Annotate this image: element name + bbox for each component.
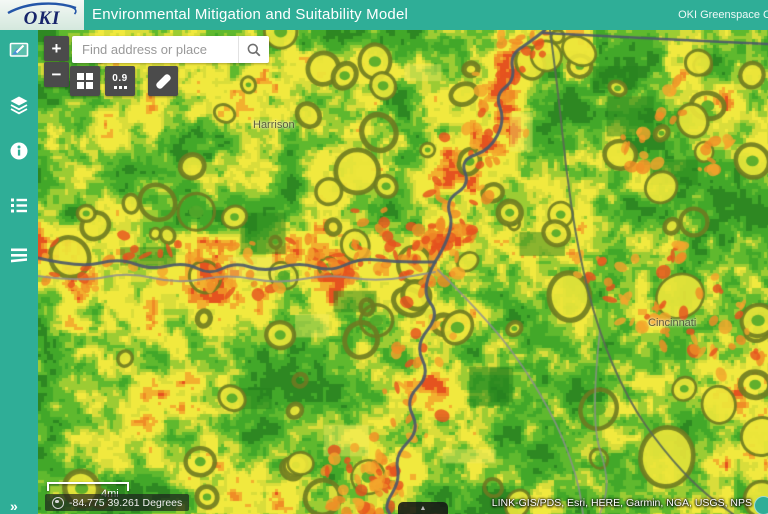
zoom-in-button[interactable]: + [44, 36, 69, 61]
page-title: Environmental Mitigation and Suitability… [92, 6, 409, 23]
ruler-icon [154, 72, 172, 90]
app-header: OKI Environmental Mitigation and Suitabi… [0, 0, 768, 30]
layers-widget-button[interactable] [0, 86, 38, 124]
basemap-gallery-button[interactable] [70, 66, 100, 96]
search-box [72, 36, 269, 63]
attribute-table-toggle[interactable]: ▲ [398, 502, 448, 514]
search-button[interactable] [238, 36, 269, 63]
caret-up-icon: ▲ [419, 504, 427, 512]
oki-logo[interactable]: OKI [0, 0, 84, 30]
sidebar-expand-button[interactable]: » [10, 498, 18, 514]
map-container[interactable]: Harrison Cincinnati + − 0.9 4mi [38, 30, 768, 514]
oki-logo-text: OKI [23, 8, 61, 29]
layers-icon [10, 96, 28, 115]
map-attribution: LINK-GIS/PDS, Esri, HERE, Garmin, NGA, U… [491, 497, 752, 509]
search-input[interactable] [72, 36, 238, 63]
map-canvas[interactable] [38, 30, 768, 514]
numeric-widget-icon: 0.9 [112, 72, 128, 84]
coordinate-readout: -84.775 39.261 Degrees [45, 494, 190, 511]
map-place-label: Cincinnati [648, 317, 697, 329]
legend-icon [11, 248, 27, 263]
map-edit-icon [9, 42, 29, 57]
layer-list-icon [11, 198, 27, 213]
legend-widget-button[interactable] [0, 236, 38, 274]
coordinate-value: -84.775 39.261 Degrees [69, 496, 183, 509]
zoom-controls: + − [44, 36, 69, 88]
sidebar: » [0, 30, 38, 514]
layer-list-widget-button[interactable] [0, 186, 38, 224]
header-right-text: OKI Greenspace C [678, 9, 768, 21]
info-icon [10, 142, 28, 160]
basemap-grid-icon [77, 73, 93, 89]
info-widget-button[interactable] [0, 132, 38, 170]
oki-swoosh-icon [7, 2, 77, 15]
measurement-widget-button[interactable] [148, 66, 178, 96]
zoom-out-button[interactable]: − [44, 62, 69, 87]
crosshair-icon[interactable] [52, 496, 64, 509]
search-icon [247, 43, 261, 56]
scale-bar [47, 482, 129, 491]
numeric-dots-icon [113, 85, 127, 89]
numeric-widget-button[interactable]: 0.9 [105, 66, 135, 96]
attribution-toggle-icon[interactable] [754, 496, 768, 514]
map-edit-widget-button[interactable] [0, 31, 38, 69]
map-place-label: Harrison [253, 119, 295, 131]
